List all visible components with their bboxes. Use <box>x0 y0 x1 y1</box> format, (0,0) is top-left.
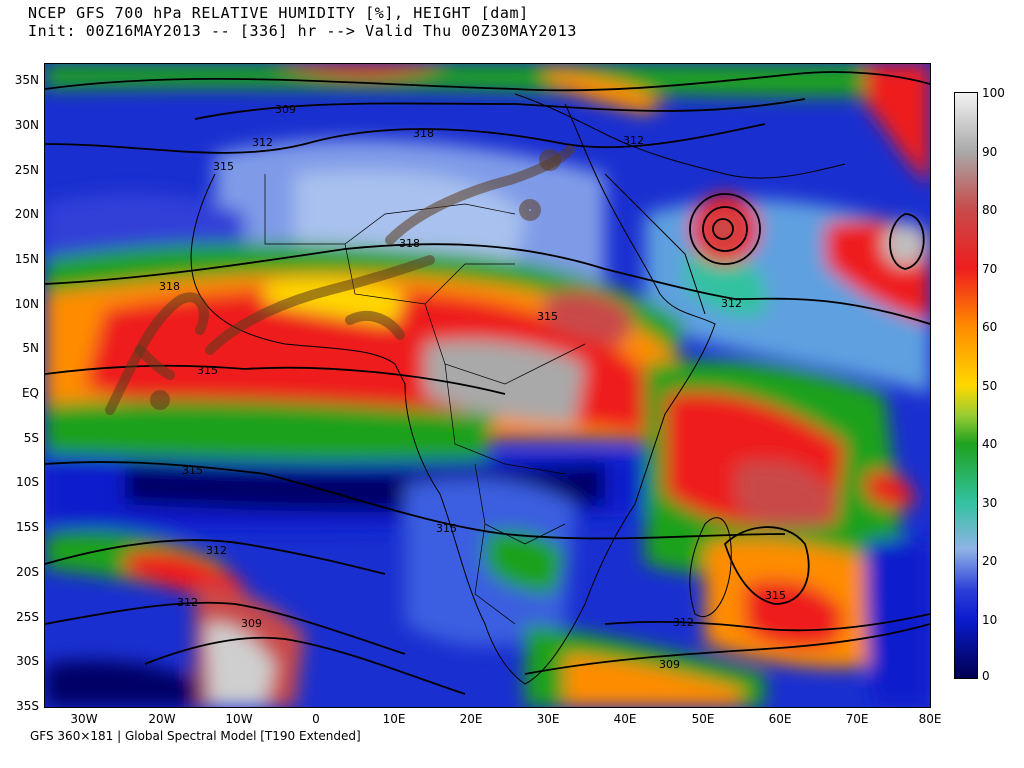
colorbar-tick: 70 <box>982 262 998 276</box>
lon-label: 10W <box>225 712 253 726</box>
lat-label: 5N <box>22 341 39 355</box>
lon-label: 20W <box>148 712 176 726</box>
lon-label: 30W <box>70 712 98 726</box>
contour-label: 312 <box>673 616 694 629</box>
height-contours <box>45 71 930 695</box>
lat-label: 25N <box>14 163 39 177</box>
chart-title-line-1: NCEP GFS 700 hPa RELATIVE HUMIDITY [%], … <box>28 4 529 22</box>
colorbar <box>954 92 978 679</box>
colorbar-tick: 60 <box>982 320 998 334</box>
lat-label: 20S <box>16 565 39 579</box>
lon-label: 70E <box>845 712 869 726</box>
lat-label: 10S <box>16 475 39 489</box>
contour-label: 315 <box>213 160 234 173</box>
contour-label: 315 <box>765 589 786 602</box>
colorbar-tick: 30 <box>982 496 998 510</box>
lon-label: 40E <box>613 712 637 726</box>
chart-title-line-2: Init: 00Z16MAY2013 -- [336] hr --> Valid… <box>28 22 577 40</box>
contour-label: 315 <box>436 522 457 535</box>
colorbar-tick: 0 <box>982 669 990 683</box>
contour-label: 315 <box>182 464 203 477</box>
colorbar-tick: 20 <box>982 554 998 568</box>
lat-label: 20N <box>14 207 39 221</box>
lat-label: 10N <box>14 297 39 311</box>
lat-label: 30N <box>14 118 39 132</box>
lat-label: 5S <box>23 431 39 445</box>
contour-label: 309 <box>275 103 296 116</box>
contour-label: 312 <box>721 297 742 310</box>
colorbar-tick: 100 <box>982 86 1005 100</box>
contour-label: 312 <box>177 596 198 609</box>
lon-label: 30E <box>536 712 560 726</box>
lon-label: 80E <box>918 712 942 726</box>
contour-label: 309 <box>659 658 680 671</box>
lat-label: 30S <box>16 654 39 668</box>
lat-label: 15N <box>14 252 39 266</box>
contour-label: 318 <box>159 280 180 293</box>
contour-label: 312 <box>252 136 273 149</box>
contour-label: 318 <box>413 127 434 140</box>
colorbar-tick: 90 <box>982 145 998 159</box>
contour-label: 315 <box>537 310 558 323</box>
lat-label: 35S <box>16 699 39 713</box>
lon-label: 10E <box>382 712 406 726</box>
contour-label: 312 <box>206 544 227 557</box>
colorbar-tick: 40 <box>982 437 998 451</box>
model-footer: GFS 360×181 | Global Spectral Model [T19… <box>30 729 361 743</box>
lon-label: 50E <box>691 712 715 726</box>
contour-label: 315 <box>197 364 218 377</box>
map-canvas: 309 312 318 315 312 318 318 312 315 315 … <box>45 64 930 707</box>
lon-label: 20E <box>459 712 483 726</box>
colorbar-tick: 10 <box>982 613 998 627</box>
lat-label: 35N <box>14 73 39 87</box>
contour-label: 312 <box>623 134 644 147</box>
contour-label: 309 <box>241 617 262 630</box>
lat-label: EQ <box>21 386 39 400</box>
lon-label: 0 <box>312 712 320 726</box>
humidity-map: 309 312 318 315 312 318 318 312 315 315 … <box>44 63 931 708</box>
lat-label: 25S <box>16 610 39 624</box>
lon-label: 60E <box>768 712 792 726</box>
contour-label: 318 <box>399 237 420 250</box>
colorbar-tick: 80 <box>982 203 998 217</box>
colorbar-tick: 50 <box>982 379 998 393</box>
lat-label: 15S <box>16 520 39 534</box>
